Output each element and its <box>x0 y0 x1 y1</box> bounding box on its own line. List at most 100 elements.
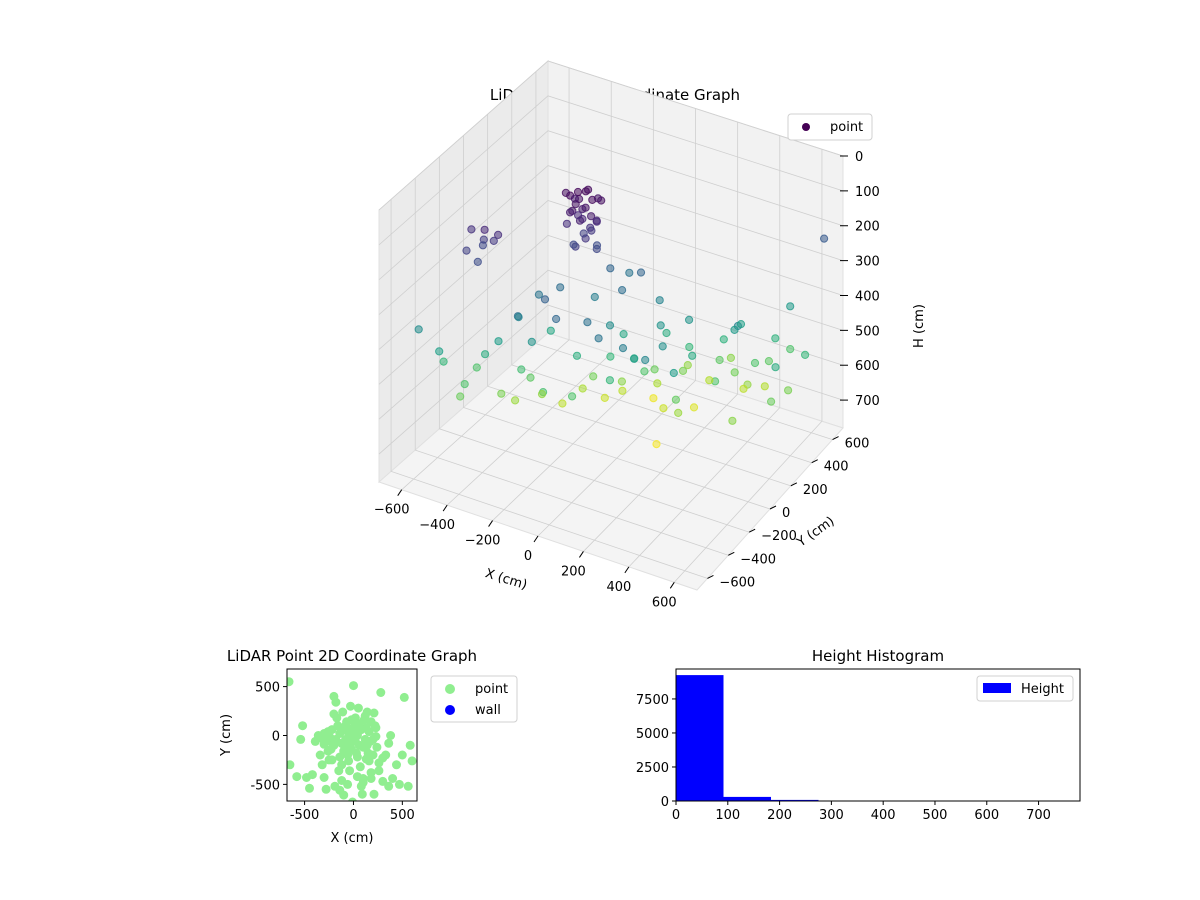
y-tick-label-histogram: 2500 <box>636 761 669 776</box>
z-tick-label-3d: 300 <box>855 255 880 270</box>
point-2d <box>349 681 358 691</box>
point-3d <box>494 337 503 346</box>
point-2d <box>344 756 354 766</box>
point-3d <box>569 240 578 249</box>
x-tick-3d <box>669 582 675 589</box>
point-2d <box>370 721 380 731</box>
point-3d <box>592 241 602 250</box>
point-2d <box>360 711 370 721</box>
y-axis-label-3d: Y (cm) <box>794 514 838 551</box>
grid-line-z <box>378 60 844 211</box>
point-3d <box>579 229 588 238</box>
grid-line-x <box>537 108 696 537</box>
point-2d <box>364 727 374 737</box>
point-2d <box>346 701 355 711</box>
x-tick-label-3d: −400 <box>419 518 455 533</box>
legend-3d: point <box>787 113 873 141</box>
grid-line-x <box>401 67 570 491</box>
point-3d <box>658 342 667 351</box>
point-3d <box>630 354 639 363</box>
point-3d <box>558 399 567 408</box>
point-3d <box>480 225 489 234</box>
point-3d <box>546 326 555 335</box>
point-3d <box>683 361 692 370</box>
point-2d <box>361 754 371 764</box>
point-3d <box>537 390 547 399</box>
z-tick-labels-3d: 0 100 200 300 400 500 600 700 <box>840 150 880 409</box>
point-2d <box>366 774 376 783</box>
point-3d <box>689 403 699 412</box>
point-3d <box>552 314 561 324</box>
point-3d <box>715 355 724 365</box>
y-tick-label-2d: -500 <box>250 778 280 793</box>
point-3d <box>636 268 646 277</box>
point-3d <box>674 408 683 417</box>
y-tick-label-histogram: 5000 <box>636 727 669 742</box>
y-tick-label-3d: 0 <box>782 506 790 521</box>
point-2d <box>405 740 415 750</box>
x-tick-3d <box>579 551 584 558</box>
grid-line-y <box>438 156 750 533</box>
point-3d <box>497 389 506 398</box>
point-3d <box>510 396 520 405</box>
point-3d <box>678 366 688 375</box>
point-3d <box>534 290 544 299</box>
chart-histogram: Height Histogram 0 100 200 300 400 500 600 700 … <box>636 647 1081 823</box>
point-3d <box>473 257 482 266</box>
point-3d <box>572 351 582 360</box>
grid-line-x <box>628 135 781 568</box>
point-2d <box>292 772 302 782</box>
legend-label-wall-2d: wall <box>475 703 501 718</box>
z-tick-label-3d: 500 <box>855 324 880 339</box>
grid-line-y <box>390 199 708 579</box>
y-tick-label-3d: −200 <box>761 529 797 544</box>
grid-line-y <box>463 135 771 510</box>
point-3d <box>640 367 649 376</box>
point-2d <box>337 738 347 748</box>
point-3d <box>618 344 628 353</box>
point-3d <box>568 392 577 401</box>
x-tick-label-3d: −600 <box>374 503 410 518</box>
point-2d <box>327 755 337 765</box>
x-tick-labels-3d: −600 −400 −200 0 200 400 600 <box>374 489 677 610</box>
point-2d <box>384 738 394 748</box>
point-3d <box>527 337 536 346</box>
chart-2d-title: LiDAR Point 2D Coordinate Graph <box>227 647 477 665</box>
x-tick-label-2d: 500 <box>390 808 415 823</box>
legend-marker-wall-2d <box>445 705 455 715</box>
point-3d <box>736 320 746 329</box>
x-tick-label-2d: -500 <box>290 808 320 823</box>
point-3d <box>526 373 535 382</box>
point-2d <box>315 750 325 760</box>
point-3d <box>460 380 469 389</box>
point-2d <box>329 709 339 719</box>
point-3d <box>592 217 601 226</box>
point-2d <box>287 677 294 687</box>
point-2d <box>369 789 379 799</box>
legend-patch-height <box>983 683 1011 693</box>
point-2d <box>394 779 404 789</box>
point-3d <box>462 246 471 255</box>
point-3d <box>730 368 739 377</box>
point-2d <box>343 727 353 737</box>
point-3d <box>764 357 774 366</box>
point-3d <box>587 212 596 221</box>
point-3d <box>786 302 795 311</box>
point-3d <box>600 393 609 402</box>
legend-histogram: Height <box>976 675 1074 702</box>
point-3d <box>574 211 583 220</box>
point-3d <box>606 264 615 273</box>
y-axis-label-2d: Y (cm) <box>219 714 234 757</box>
point-2d <box>369 708 379 718</box>
point-3d <box>801 350 810 359</box>
y-ticks-2d: -500 0 500 <box>250 681 287 793</box>
y-tick-3d <box>707 574 714 579</box>
point-3d <box>760 382 769 391</box>
point-3d <box>719 335 728 344</box>
legend-label-height: Height <box>1021 682 1064 697</box>
point-2d <box>333 721 343 731</box>
point-2d <box>353 703 363 713</box>
point-3d <box>517 365 526 374</box>
point-2d <box>337 760 347 770</box>
point-3d <box>650 365 659 374</box>
